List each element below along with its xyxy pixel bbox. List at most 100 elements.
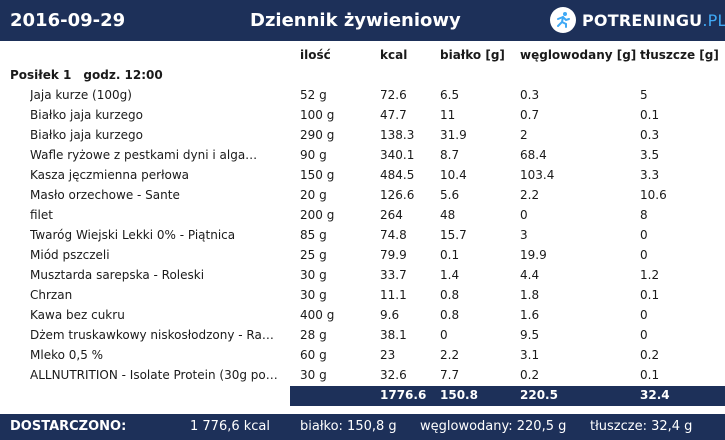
food-carbs: 0.7 (520, 108, 540, 122)
food-protein: 1.4 (440, 268, 460, 282)
table-row: Białko jaja kurzego 290 g 138.3 31.9 2 0.3 (0, 126, 725, 146)
food-kcal: 74.8 (380, 228, 407, 242)
food-qty: 85 g (300, 228, 327, 242)
food-name: Białko jaja kurzego (30, 108, 143, 122)
table-row: Chrzan 30 g 11.1 0.8 1.8 0.1 (0, 286, 725, 306)
food-kcal: 72.6 (380, 88, 407, 102)
food-qty: 30 g (300, 368, 327, 382)
col-header-kcal: kcal (380, 48, 408, 62)
food-protein: 0.8 (440, 288, 460, 302)
food-kcal: 138.3 (380, 128, 415, 142)
table-row: Wafle ryżowe z pestkami dyni i alga… 90 g… (0, 146, 725, 166)
table-row: Mleko 0,5 % 60 g 23 2.2 3.1 0.2 (0, 346, 725, 366)
food-qty: 28 g (300, 328, 327, 342)
food-qty: 200 g (300, 208, 335, 222)
table-row: Miód pszczeli 25 g 79.9 0.1 19.9 0 (0, 246, 725, 266)
col-header-qty: ilość (300, 48, 331, 62)
food-fat: 0.1 (640, 288, 660, 302)
food-qty: 100 g (300, 108, 335, 122)
food-qty: 52 g (300, 88, 327, 102)
food-name: Twaróg Wiejski Lekki 0% - Piątnica (30, 228, 236, 242)
food-kcal: 9.6 (380, 308, 400, 322)
food-protein: 11 (440, 108, 456, 122)
food-fat: 0 (640, 248, 648, 262)
table-row: Musztarda sarepska - Roleski 30 g 33.7 1.4 4… (0, 266, 725, 286)
food-protein: 0.1 (440, 248, 460, 262)
food-protein: 0.8 (440, 308, 460, 322)
food-kcal: 484.5 (380, 168, 415, 182)
food-fat: 0 (640, 308, 648, 322)
summary-kcal: 1 776,6 kcal (190, 419, 271, 434)
total-kcal: 1776.6 (380, 388, 427, 402)
brand-logo: POTRENINGU.PL (550, 7, 725, 33)
summary-protein: białko: 150,8 g (300, 419, 397, 434)
food-kcal: 33.7 (380, 268, 407, 282)
food-kcal: 11.1 (380, 288, 407, 302)
food-qty: 290 g (300, 128, 335, 142)
food-kcal: 126.6 (380, 188, 415, 202)
meal-name: Posiłek 1 (10, 68, 72, 82)
food-carbs: 3 (520, 228, 528, 242)
food-name: ALLNUTRITION - Isolate Protein (30g po… (30, 368, 278, 382)
summary-carbs: węglowodany: 220,5 g (420, 419, 567, 434)
food-protein: 15.7 (440, 228, 467, 242)
food-qty: 20 g (300, 188, 327, 202)
food-carbs: 0.3 (520, 88, 540, 102)
food-name: Mleko 0,5 % (30, 348, 104, 362)
food-name: Musztarda sarepska - Roleski (30, 268, 205, 282)
food-protein: 5.6 (440, 188, 460, 202)
food-carbs: 3.1 (520, 348, 540, 362)
food-fat: 3.5 (640, 148, 660, 162)
food-fat: 8 (640, 208, 648, 222)
food-name: Jaja kurze (100g) (30, 88, 132, 102)
logo-wordmark: POTRENINGU.PL (582, 11, 725, 30)
food-fat: 1.2 (640, 268, 660, 282)
food-protein: 6.5 (440, 88, 460, 102)
food-kcal: 340.1 (380, 148, 415, 162)
food-name: Miód pszczeli (30, 248, 110, 262)
food-carbs: 0.2 (520, 368, 540, 382)
food-qty: 150 g (300, 168, 335, 182)
report-date: 2016-09-29 (10, 10, 126, 31)
logo-suffix-text: .PL (702, 10, 725, 30)
table-row: Białko jaja kurzego 100 g 47.7 11 0.7 0.1 (0, 106, 725, 126)
food-kcal: 23 (380, 348, 396, 362)
food-qty: 30 g (300, 268, 327, 282)
food-name: Dżem truskawkowy niskosłodzony - Ra… (30, 328, 274, 342)
food-fat: 0.3 (640, 128, 660, 142)
food-name: Masło orzechowe - Sante (30, 188, 180, 202)
food-carbs: 9.5 (520, 328, 540, 342)
total-protein: 150.8 (440, 388, 478, 402)
food-protein: 8.7 (440, 148, 460, 162)
food-carbs: 68.4 (520, 148, 547, 162)
summary-fat: tłuszcze: 32,4 g (590, 419, 693, 434)
food-carbs: 1.8 (520, 288, 540, 302)
table-row: ALLNUTRITION - Isolate Protein (30g po… 3… (0, 366, 725, 386)
food-qty: 400 g (300, 308, 335, 322)
meal-time: godz. 12:00 (83, 68, 163, 82)
food-fat: 10.6 (640, 188, 667, 202)
food-qty: 25 g (300, 248, 327, 262)
food-carbs: 4.4 (520, 268, 540, 282)
food-qty: 60 g (300, 348, 327, 362)
food-kcal: 47.7 (380, 108, 407, 122)
food-carbs: 2.2 (520, 188, 540, 202)
food-fat: 0.1 (640, 368, 660, 382)
food-protein: 0 (440, 328, 448, 342)
table-row: Dżem truskawkowy niskosłodzony - Ra… 28 g… (0, 326, 725, 346)
food-fat: 0.2 (640, 348, 660, 362)
table-row: filet 200 g 264 48 0 8 (0, 206, 725, 226)
meal-heading: Posiłek 1 godz. 12:00 (10, 68, 175, 82)
runner-icon (550, 7, 576, 33)
food-name: Kawa bez cukru (30, 308, 125, 322)
food-carbs: 103.4 (520, 168, 555, 182)
food-protein: 31.9 (440, 128, 467, 142)
summary-label: DOSTARCZONO: (10, 419, 127, 434)
food-qty: 30 g (300, 288, 327, 302)
food-carbs: 2 (520, 128, 528, 142)
food-fat: 3.3 (640, 168, 660, 182)
food-fat: 0 (640, 228, 648, 242)
col-header-carbs: węglowodany [g] (520, 48, 637, 62)
food-protein: 10.4 (440, 168, 467, 182)
food-carbs: 19.9 (520, 248, 547, 262)
